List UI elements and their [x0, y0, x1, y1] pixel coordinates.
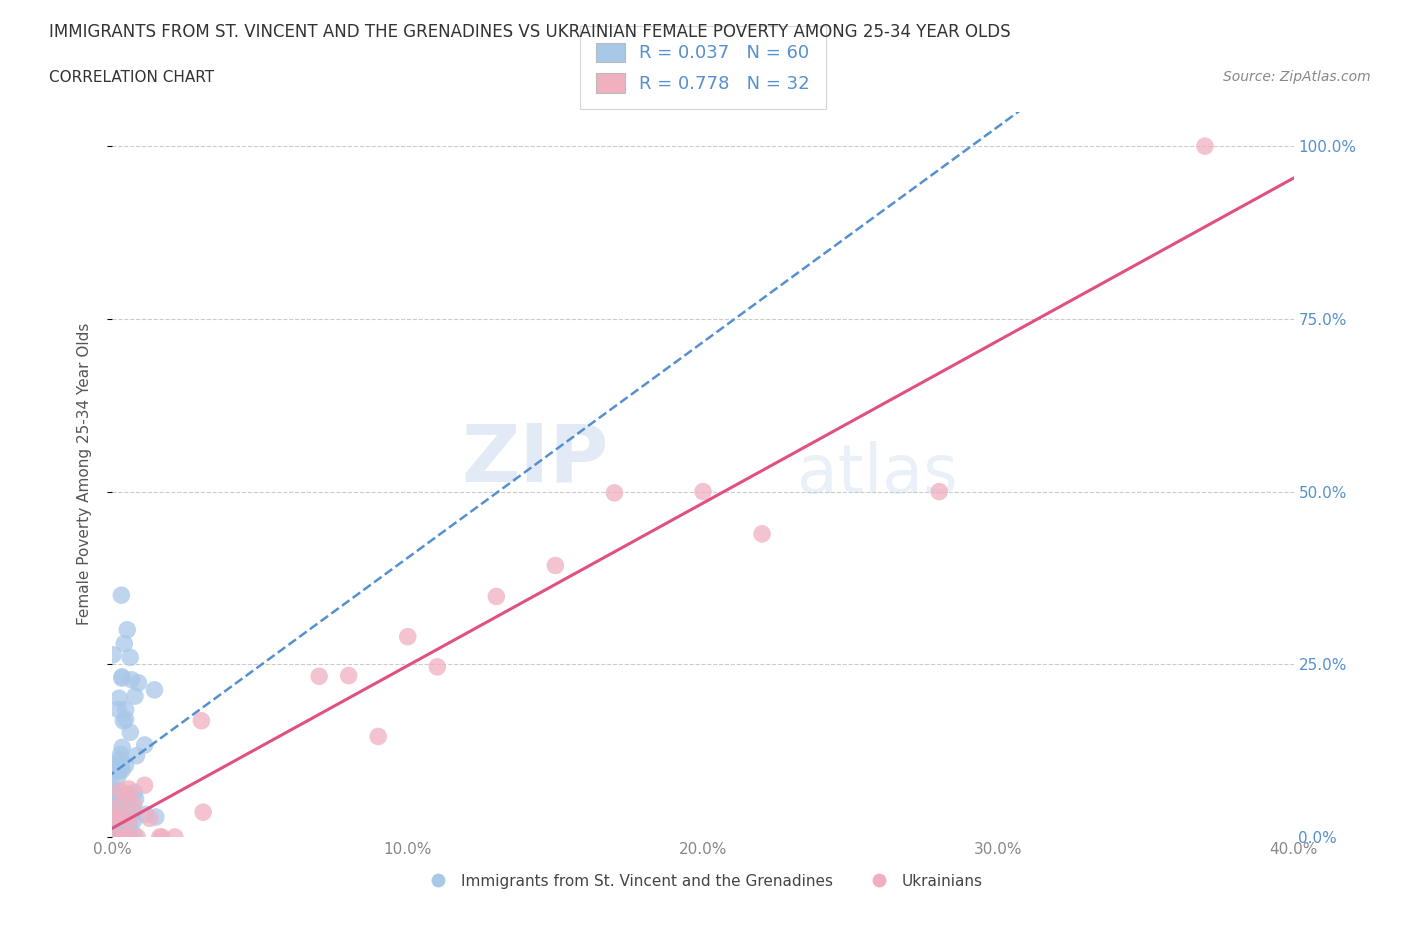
- Point: [120, 650, 142, 665]
- Point: [110, 588, 132, 603]
- Point: [117, 622, 138, 637]
- Point: [101, 800, 124, 815]
- Point: [124, 689, 146, 704]
- Point: [117, 787, 139, 802]
- Point: [118, 827, 141, 842]
- Point: [105, 829, 128, 844]
- Point: [118, 816, 141, 830]
- Point: [101, 806, 124, 821]
- Text: Source: ZipAtlas.com: Source: ZipAtlas.com: [1223, 70, 1371, 84]
- Point: [114, 758, 136, 773]
- Point: [124, 785, 146, 800]
- Point: [134, 777, 156, 792]
- Point: [118, 781, 141, 796]
- Point: [122, 827, 145, 842]
- Legend: Immigrants from St. Vincent and the Grenadines, Ukrainians: Immigrants from St. Vincent and the Gren…: [418, 868, 988, 895]
- Point: [426, 659, 449, 674]
- Point: [190, 713, 212, 728]
- Point: [105, 795, 128, 810]
- Point: [928, 485, 950, 499]
- Point: [111, 671, 134, 685]
- Point: [108, 691, 131, 706]
- Point: [191, 804, 214, 819]
- Point: [112, 636, 135, 651]
- Point: [117, 801, 139, 816]
- Point: [110, 751, 132, 766]
- Text: CORRELATION CHART: CORRELATION CHART: [49, 70, 214, 85]
- Point: [150, 830, 173, 844]
- Point: [111, 818, 134, 833]
- Point: [111, 763, 134, 777]
- Point: [134, 737, 156, 752]
- Point: [396, 630, 419, 644]
- Point: [107, 800, 129, 815]
- Point: [111, 740, 134, 755]
- Point: [103, 764, 125, 779]
- Point: [104, 819, 127, 834]
- Point: [1194, 139, 1216, 153]
- Point: [114, 702, 136, 717]
- Point: [127, 830, 149, 844]
- Point: [120, 672, 142, 687]
- Point: [108, 783, 131, 798]
- Point: [163, 830, 186, 844]
- Point: [751, 526, 773, 541]
- Point: [101, 647, 124, 662]
- Point: [108, 761, 131, 776]
- Point: [692, 485, 714, 499]
- Point: [485, 589, 508, 604]
- Point: [138, 811, 160, 826]
- Point: [105, 811, 128, 826]
- Point: [103, 757, 125, 772]
- Point: [118, 813, 141, 828]
- Point: [111, 824, 134, 839]
- Point: [114, 712, 136, 727]
- Point: [112, 794, 135, 809]
- Point: [112, 817, 135, 831]
- Point: [143, 683, 166, 698]
- Point: [149, 830, 172, 844]
- Point: [104, 782, 127, 797]
- Point: [103, 802, 125, 817]
- Point: [101, 786, 124, 801]
- Point: [122, 797, 145, 812]
- Point: [118, 830, 141, 844]
- Point: [111, 830, 134, 844]
- Point: [101, 807, 124, 822]
- Text: IMMIGRANTS FROM ST. VINCENT AND THE GRENADINES VS UKRAINIAN FEMALE POVERTY AMONG: IMMIGRANTS FROM ST. VINCENT AND THE GREN…: [49, 23, 1011, 41]
- Point: [107, 702, 129, 717]
- Point: [603, 485, 626, 500]
- Point: [115, 826, 138, 841]
- Point: [108, 764, 131, 778]
- Point: [127, 675, 149, 690]
- Point: [112, 713, 135, 728]
- Point: [108, 804, 131, 818]
- Point: [544, 558, 567, 573]
- Point: [367, 729, 389, 744]
- Point: [110, 747, 132, 762]
- Text: ZIP: ZIP: [461, 420, 609, 498]
- Point: [110, 811, 132, 826]
- Point: [101, 761, 124, 776]
- Point: [145, 809, 167, 824]
- Point: [110, 757, 132, 772]
- Point: [103, 804, 125, 819]
- Y-axis label: Female Poverty Among 25-34 Year Olds: Female Poverty Among 25-34 Year Olds: [77, 323, 91, 626]
- Point: [308, 669, 330, 684]
- Point: [124, 791, 146, 806]
- Point: [120, 724, 142, 739]
- Point: [122, 804, 145, 818]
- Point: [107, 770, 129, 785]
- Point: [125, 749, 148, 764]
- Point: [337, 668, 360, 683]
- Point: [103, 787, 125, 802]
- Point: [122, 813, 145, 828]
- Point: [134, 807, 156, 822]
- Point: [112, 830, 135, 844]
- Point: [104, 830, 127, 844]
- Point: [108, 816, 131, 830]
- Point: [111, 670, 134, 684]
- Point: [101, 817, 124, 832]
- Text: atlas: atlas: [797, 442, 959, 507]
